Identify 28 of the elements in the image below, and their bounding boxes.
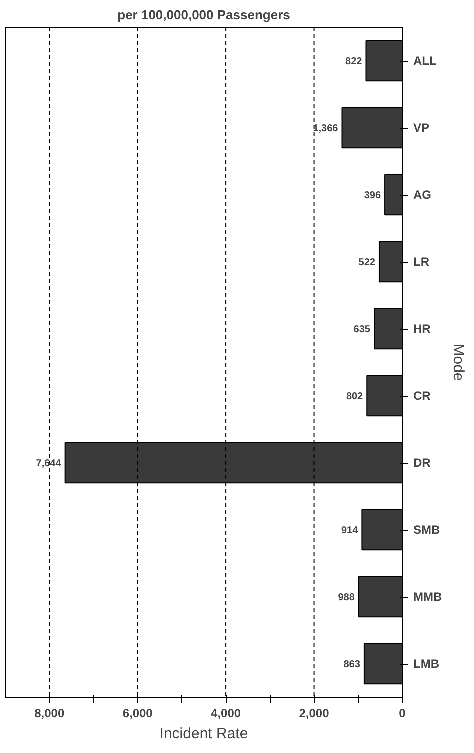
y-tick-label: VP bbox=[414, 121, 430, 135]
chart-title: per 100,000,000 Passengers bbox=[118, 8, 290, 22]
x-tick-label: 0 bbox=[399, 706, 406, 720]
x-axis-title: Incident Rate bbox=[160, 726, 248, 742]
x-tick-label: 6,000 bbox=[122, 706, 154, 720]
y-tick-label: HR bbox=[414, 322, 432, 336]
y-tick-label: AG bbox=[414, 188, 432, 202]
y-tick-label: LR bbox=[414, 255, 430, 269]
data-label: 522 bbox=[358, 258, 376, 268]
data-label: 1,366 bbox=[313, 124, 339, 134]
data-label: 635 bbox=[354, 324, 371, 336]
data-label: 822 bbox=[346, 56, 363, 68]
data-label: 988 bbox=[338, 592, 356, 604]
x-tick-label: 8,000 bbox=[34, 706, 65, 720]
data-label: 7,644 bbox=[36, 458, 62, 470]
data-label: 396 bbox=[364, 190, 382, 202]
data-label: 914 bbox=[342, 526, 359, 536]
y-tick-label: LMB bbox=[414, 657, 440, 671]
y-tick-label: DR bbox=[414, 456, 432, 470]
y-axis-title: Mode bbox=[450, 344, 468, 382]
data-label: 863 bbox=[344, 660, 361, 670]
y-tick-label: MMB bbox=[414, 590, 442, 604]
x-tick-label: 2,000 bbox=[299, 706, 330, 720]
y-tick-label: SMB bbox=[414, 523, 440, 537]
y-tick-label: CR bbox=[414, 389, 432, 403]
data-label: 802 bbox=[346, 392, 364, 402]
x-tick-label: 4,000 bbox=[211, 706, 242, 720]
y-tick-label: ALL bbox=[414, 54, 437, 68]
